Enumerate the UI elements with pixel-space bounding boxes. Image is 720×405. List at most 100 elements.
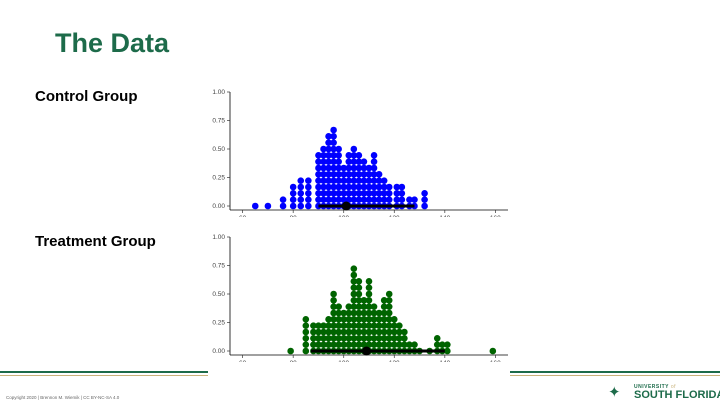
data-dot <box>360 183 368 191</box>
data-dot <box>340 341 348 348</box>
data-dot <box>330 316 337 323</box>
data-dot <box>330 190 337 197</box>
data-dot <box>345 171 353 178</box>
data-dot <box>396 341 403 348</box>
data-dot <box>297 202 305 210</box>
data-dot <box>305 183 312 191</box>
data-dot <box>350 290 358 298</box>
data-dot <box>489 347 497 355</box>
data-dot <box>375 316 383 323</box>
copyright-text: Copyright 2020 | Brennon M. Wiemik | CC … <box>6 395 120 400</box>
data-dot <box>355 284 363 291</box>
data-dot <box>340 309 348 317</box>
data-dot <box>340 171 348 178</box>
treatment-dotplot-svg: 0.00 0.25 0.50 0.75 1.00 60 80 100 120 140 160 <box>212 234 508 362</box>
data-dot <box>370 316 378 323</box>
data-dot <box>320 152 327 159</box>
slide-title: The Data <box>55 28 170 58</box>
data-dot <box>315 196 322 203</box>
data-dot <box>390 316 398 323</box>
data-dot <box>345 196 353 203</box>
data-dot <box>360 196 368 203</box>
data-dot <box>297 190 305 197</box>
data-dot <box>330 158 337 165</box>
data-dot <box>325 177 332 184</box>
data-dot <box>380 335 388 342</box>
data-dot <box>355 190 363 197</box>
logo-university-text: UNIVERSITY of <box>634 384 676 390</box>
data-dot <box>302 316 310 323</box>
data-dot <box>330 133 337 140</box>
data-dot <box>360 328 368 336</box>
data-dot <box>279 202 287 210</box>
y-tick-label: 0.75 <box>212 118 225 125</box>
data-dot <box>330 164 337 172</box>
data-dot <box>401 328 408 336</box>
data-dot <box>360 177 368 184</box>
data-dot <box>365 278 373 285</box>
data-dot <box>335 328 342 336</box>
data-dot <box>330 341 337 348</box>
data-dot <box>315 190 322 197</box>
data-dot <box>350 152 358 159</box>
data-dot <box>305 190 312 197</box>
data-dot <box>320 183 327 191</box>
data-dot <box>345 316 353 323</box>
data-dot <box>315 152 322 159</box>
data-dot <box>355 196 363 203</box>
data-dot <box>330 335 337 342</box>
data-dot <box>350 164 358 172</box>
data-dot <box>345 152 353 159</box>
data-dot <box>365 177 373 184</box>
data-dot <box>325 335 332 342</box>
data-dot <box>385 322 393 329</box>
data-dot <box>390 335 398 342</box>
data-dot <box>355 322 363 329</box>
data-dot <box>330 309 337 317</box>
data-dot <box>375 171 383 178</box>
data-dot <box>310 341 317 348</box>
y-tick-label: 0.25 <box>212 320 225 327</box>
data-dot <box>355 158 363 165</box>
data-dot <box>385 183 393 191</box>
data-dot <box>335 183 342 191</box>
data-dot <box>320 322 327 329</box>
data-dot <box>385 303 393 310</box>
point-estimate <box>361 346 371 356</box>
data-dot <box>350 335 358 342</box>
data-dot <box>365 309 373 317</box>
data-dot <box>320 341 327 348</box>
data-dot <box>335 316 342 323</box>
data-dot <box>325 164 332 172</box>
data-dot <box>375 341 383 348</box>
data-dot <box>370 303 378 310</box>
data-dot <box>385 316 393 323</box>
point-estimate <box>341 201 351 211</box>
x-tick-label: 80 <box>290 360 298 362</box>
data-dot <box>315 202 322 210</box>
data-dot <box>325 183 332 191</box>
data-dot <box>350 297 358 304</box>
data-dot <box>385 341 393 348</box>
data-dot <box>360 341 368 348</box>
data-dot <box>325 328 332 336</box>
data-dot <box>393 196 401 203</box>
data-dot <box>380 341 388 348</box>
data-dot <box>315 328 322 336</box>
data-dot <box>355 297 363 304</box>
data-dot <box>393 190 401 197</box>
data-dot <box>385 297 393 304</box>
x-tick-label: 160 <box>490 360 501 362</box>
data-dot <box>380 177 388 184</box>
footer-rule-gap <box>208 369 510 378</box>
data-dot <box>340 335 348 342</box>
data-dot <box>345 328 353 336</box>
data-dot <box>355 341 363 348</box>
data-dot <box>335 335 342 342</box>
data-dot <box>330 139 337 146</box>
data-dot <box>355 278 363 285</box>
data-dot <box>411 196 418 203</box>
data-dot <box>355 335 363 342</box>
data-dot <box>345 322 353 329</box>
data-dot <box>370 328 378 336</box>
